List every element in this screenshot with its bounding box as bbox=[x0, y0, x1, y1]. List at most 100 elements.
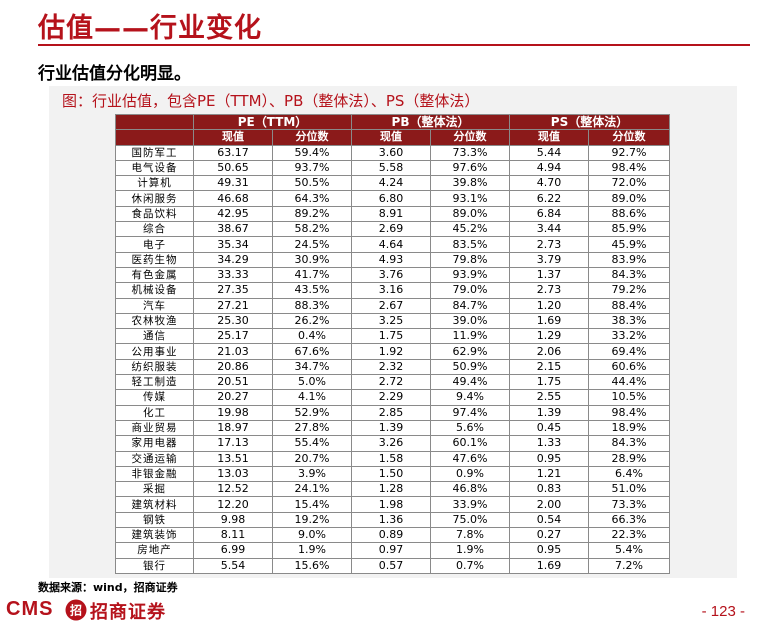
cell-industry: 银行 bbox=[115, 557, 194, 574]
cell-pe: 34.29 bbox=[193, 251, 273, 268]
cell-industry: 农林牧渔 bbox=[115, 312, 194, 330]
table-row: 非银金融 13.03 3.9% 1.50 0.9% 1.21 6.4% bbox=[115, 465, 671, 483]
cell-ps-pct: 51.0% bbox=[588, 481, 671, 498]
cell-pb: 1.28 bbox=[351, 481, 431, 498]
cell-ps: 4.70 bbox=[509, 175, 590, 192]
cell-pb: 0.57 bbox=[351, 557, 431, 574]
logo-mark-icon: 招 bbox=[65, 599, 87, 621]
cell-pe-pct: 24.5% bbox=[272, 236, 352, 253]
cell-ps: 0.45 bbox=[509, 419, 590, 437]
cell-pb-pct: 39.8% bbox=[429, 175, 511, 192]
cell-ps: 1.33 bbox=[509, 435, 590, 452]
cell-pe-pct: 58.2% bbox=[272, 221, 352, 238]
cell-pb-pct: 84.7% bbox=[429, 297, 511, 314]
cell-industry: 电气设备 bbox=[115, 159, 194, 177]
cell-industry: 医药生物 bbox=[115, 251, 194, 268]
cell-pb-pct: 75.0% bbox=[429, 511, 511, 529]
cell-industry: 汽车 bbox=[115, 297, 194, 314]
cell-pb-pct: 49.4% bbox=[429, 374, 511, 391]
cell-ps-pct: 5.4% bbox=[588, 542, 671, 559]
cell-ps-pct: 66.3% bbox=[588, 511, 671, 529]
cell-pb: 2.85 bbox=[351, 404, 431, 421]
cell-ps-pct: 72.0% bbox=[588, 175, 671, 192]
cell-ps-pct: 84.3% bbox=[588, 266, 671, 284]
cell-pb-pct: 79.8% bbox=[429, 251, 511, 268]
table-row: 医药生物 34.29 30.9% 4.93 79.8% 3.79 83.9% bbox=[115, 251, 671, 268]
cell-pe: 49.31 bbox=[193, 175, 273, 192]
cell-pe-pct: 27.8% bbox=[272, 419, 352, 437]
table-row: 轻工制造 20.51 5.0% 2.72 49.4% 1.75 44.4% bbox=[115, 374, 671, 391]
cell-ps: 0.27 bbox=[509, 527, 590, 544]
table-row: 化工 19.98 52.9% 2.85 97.4% 1.39 98.4% bbox=[115, 404, 671, 421]
cell-ps: 2.73 bbox=[509, 236, 590, 253]
cell-pb-pct: 39.0% bbox=[429, 312, 511, 330]
table-row: 传媒 20.27 4.1% 2.29 9.4% 2.55 10.5% bbox=[115, 389, 671, 406]
table-row: 综合 38.67 58.2% 2.69 45.2% 3.44 85.9% bbox=[115, 221, 671, 238]
cell-industry: 计算机 bbox=[115, 175, 194, 192]
cell-pe: 35.34 bbox=[193, 236, 273, 253]
cell-pb: 1.92 bbox=[351, 343, 431, 360]
cell-pe-pct: 43.5% bbox=[272, 282, 352, 299]
cell-pb: 3.76 bbox=[351, 266, 431, 284]
cell-ps: 1.75 bbox=[509, 374, 590, 391]
cell-pb-pct: 11.9% bbox=[429, 328, 511, 345]
cell-industry: 纺织服装 bbox=[115, 358, 194, 376]
table-row: 农林牧渔 25.30 26.2% 3.25 39.0% 1.69 38.3% bbox=[115, 312, 671, 330]
cell-pb-pct: 97.4% bbox=[429, 404, 511, 421]
cell-pb: 4.64 bbox=[351, 236, 431, 253]
cell-ps: 1.20 bbox=[509, 297, 590, 314]
cell-ps-pct: 85.9% bbox=[588, 221, 671, 238]
cell-pe: 19.98 bbox=[193, 404, 273, 421]
cell-pe-pct: 5.0% bbox=[272, 374, 352, 391]
cell-ps-pct: 69.4% bbox=[588, 343, 671, 360]
cell-pe: 20.27 bbox=[193, 389, 273, 406]
cell-pe: 13.51 bbox=[193, 450, 273, 467]
cell-pe-pct: 34.7% bbox=[272, 358, 352, 376]
cell-ps-pct: 33.2% bbox=[588, 328, 671, 345]
cell-ps: 6.22 bbox=[509, 190, 590, 207]
cell-ps-pct: 98.4% bbox=[588, 159, 671, 177]
logo-mark-text: 招 bbox=[70, 603, 82, 618]
cell-ps: 4.94 bbox=[509, 159, 590, 177]
slide-subtitle: 行业估值分化明显。 bbox=[38, 64, 191, 84]
cell-pb: 6.80 bbox=[351, 190, 431, 207]
cell-pb-pct: 1.9% bbox=[429, 542, 511, 559]
cell-pb: 0.97 bbox=[351, 542, 431, 559]
cell-pe-pct: 26.2% bbox=[272, 312, 352, 330]
cell-ps-pct: 88.6% bbox=[588, 205, 671, 223]
table-row: 家用电器 17.13 55.4% 3.26 60.1% 1.33 84.3% bbox=[115, 435, 671, 452]
cell-ps: 2.15 bbox=[509, 358, 590, 376]
cell-pe-pct: 59.4% bbox=[272, 144, 352, 161]
cell-pb-pct: 93.9% bbox=[429, 266, 511, 284]
table-row: 机械设备 27.35 43.5% 3.16 79.0% 2.73 79.2% bbox=[115, 282, 671, 299]
subheader-pb-percentile: 分位数 bbox=[429, 129, 511, 146]
cell-pe-pct: 50.5% bbox=[272, 175, 352, 192]
cell-industry: 传媒 bbox=[115, 389, 194, 406]
cell-pb-pct: 0.9% bbox=[429, 465, 511, 483]
cell-pb: 2.29 bbox=[351, 389, 431, 406]
subheader-pb-value: 现值 bbox=[351, 129, 431, 146]
cell-pe-pct: 41.7% bbox=[272, 266, 352, 284]
cell-pe-pct: 20.7% bbox=[272, 450, 352, 467]
cell-pe: 33.33 bbox=[193, 266, 273, 284]
cell-industry: 轻工制造 bbox=[115, 374, 194, 391]
cell-industry: 通信 bbox=[115, 328, 194, 345]
header-group-ps: PS（整体法） bbox=[509, 113, 671, 131]
cell-ps: 0.95 bbox=[509, 450, 590, 467]
header-group-pe: PE（TTM） bbox=[193, 113, 352, 131]
cell-pb-pct: 89.0% bbox=[429, 205, 511, 223]
cell-pe-pct: 1.9% bbox=[272, 542, 352, 559]
cell-ps-pct: 88.4% bbox=[588, 297, 671, 314]
cell-pe: 25.17 bbox=[193, 328, 273, 345]
cell-pb: 5.58 bbox=[351, 159, 431, 177]
table-row: 食品饮料 42.95 89.2% 8.91 89.0% 6.84 88.6% bbox=[115, 205, 671, 223]
cell-ps-pct: 22.3% bbox=[588, 527, 671, 544]
cell-industry: 采掘 bbox=[115, 481, 194, 498]
cell-pb-pct: 93.1% bbox=[429, 190, 511, 207]
table-row: 钢铁 9.98 19.2% 1.36 75.0% 0.54 66.3% bbox=[115, 511, 671, 529]
table-row: 交通运输 13.51 20.7% 1.58 47.6% 0.95 28.9% bbox=[115, 450, 671, 467]
cell-industry: 休闲服务 bbox=[115, 190, 194, 207]
header-blank bbox=[115, 129, 194, 146]
cell-ps-pct: 10.5% bbox=[588, 389, 671, 406]
cell-ps-pct: 60.6% bbox=[588, 358, 671, 376]
